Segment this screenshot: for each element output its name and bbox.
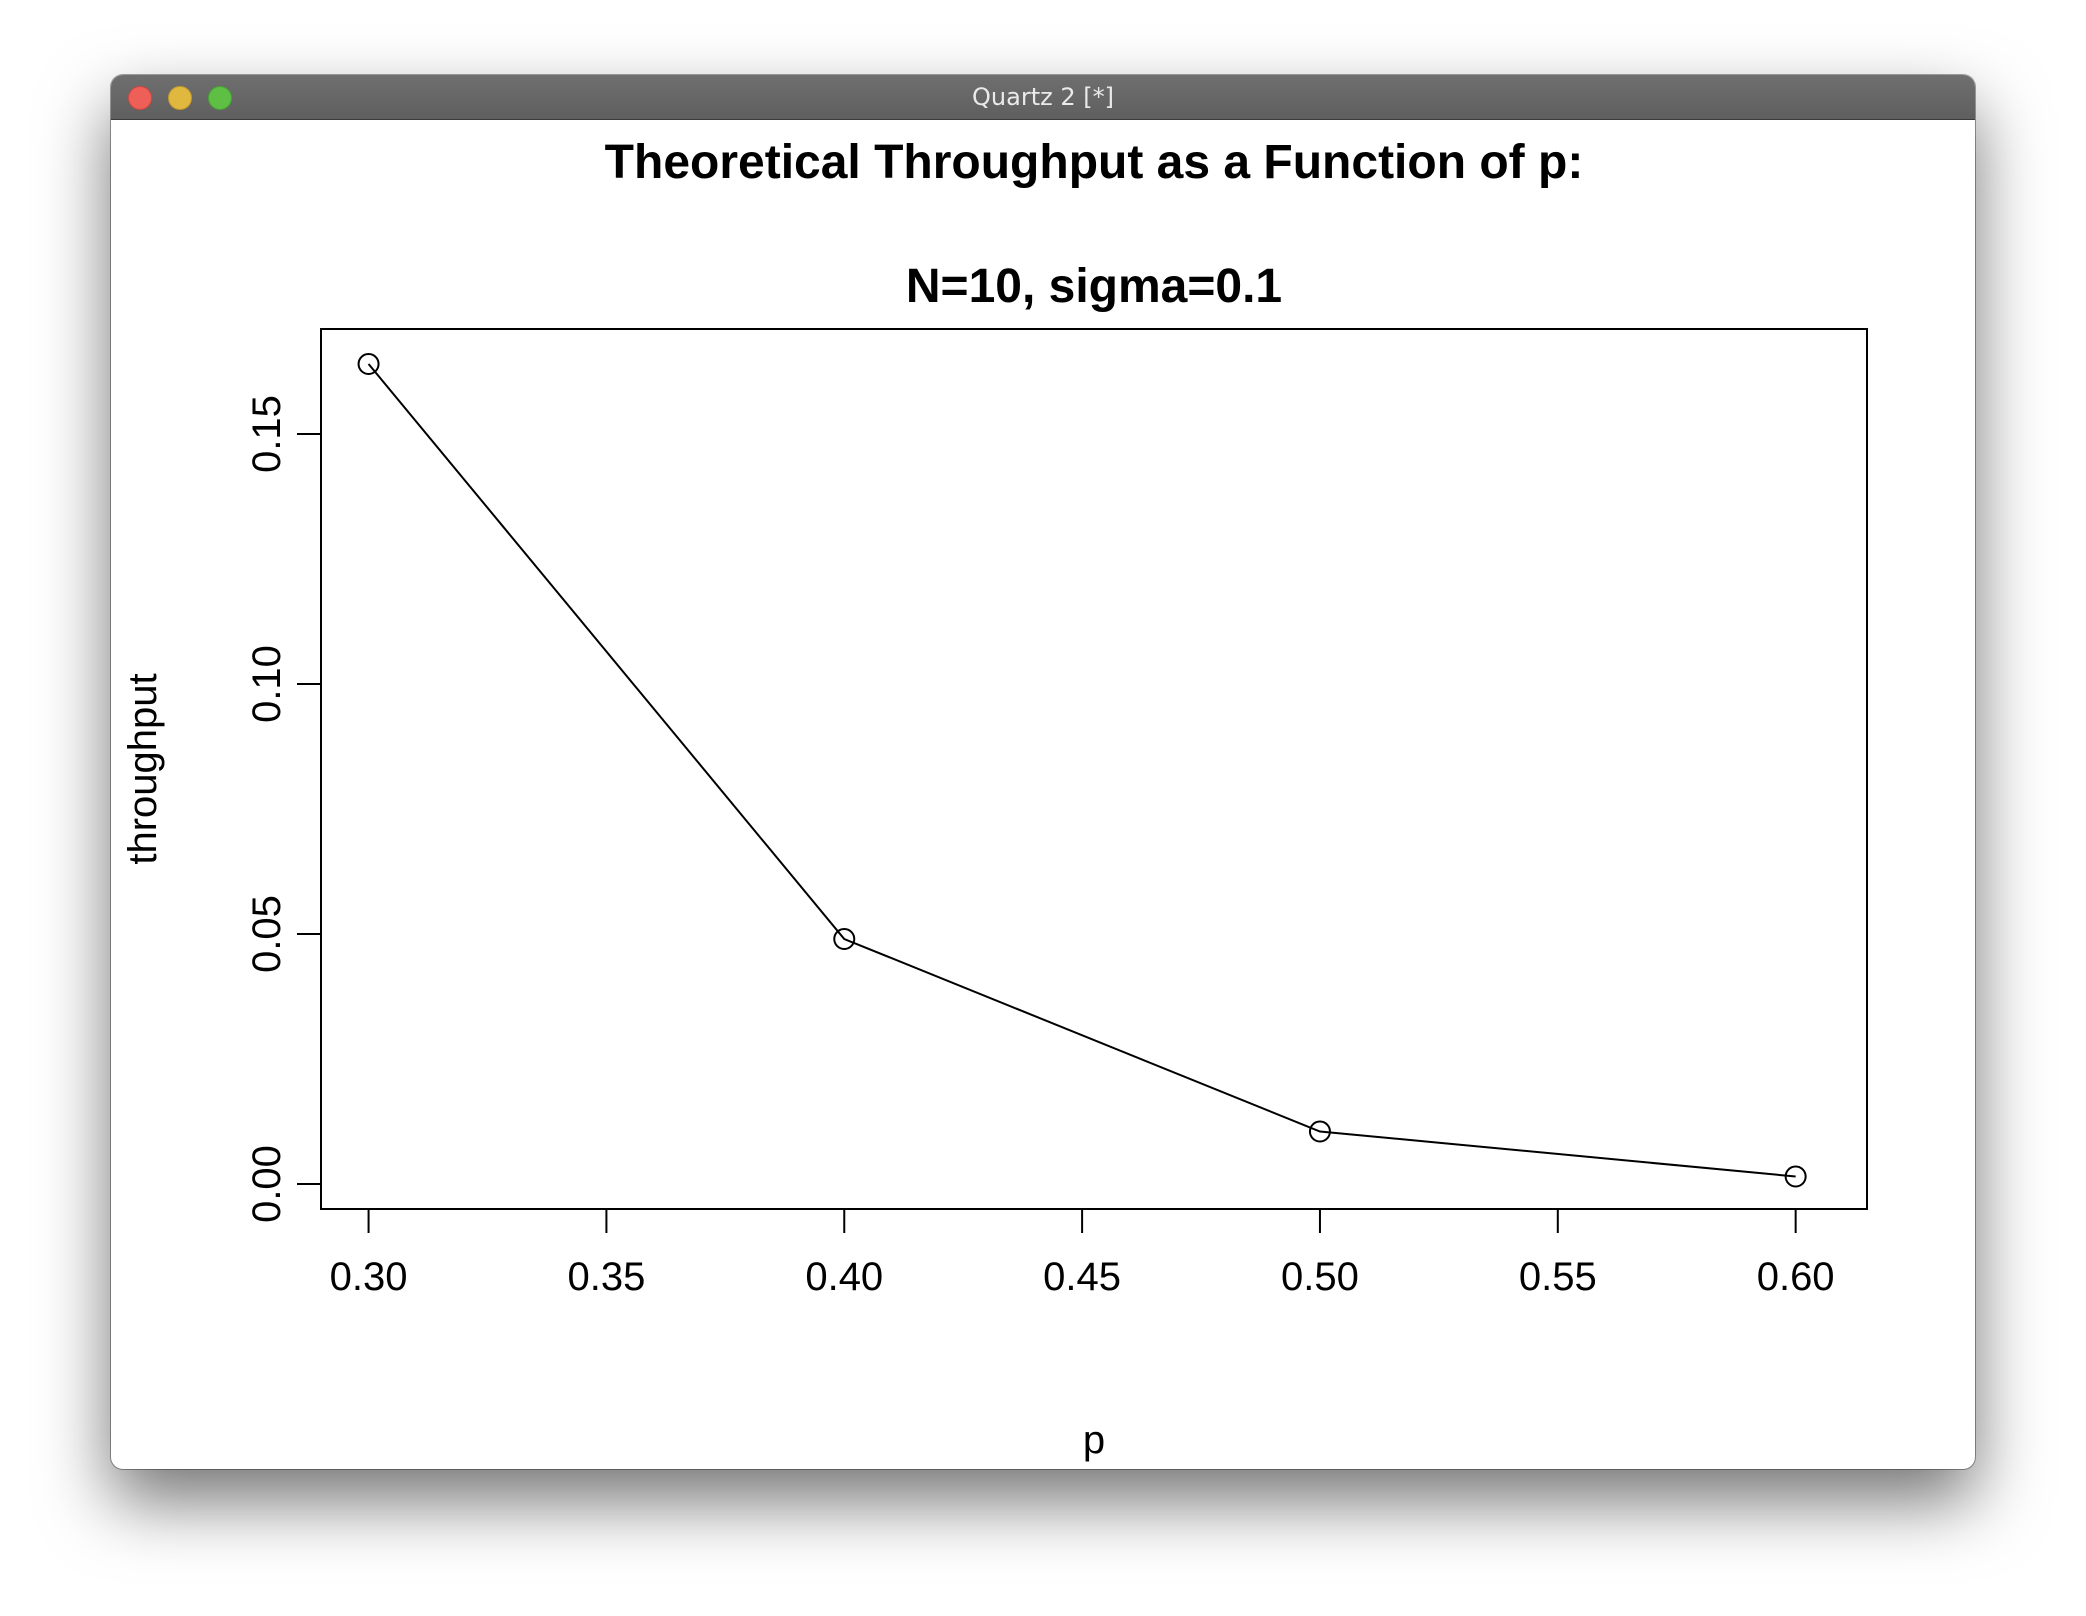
plot-box [320, 328, 1868, 1210]
x-tick-label: 0.50 [1281, 1255, 1359, 1299]
data-point [1308, 1120, 1331, 1143]
x-tick-label: 0.40 [805, 1255, 883, 1299]
zoom-icon[interactable] [208, 86, 232, 110]
x-axis: 0.30 0.35 0.40 0.45 0.50 0.55 0.60 [330, 1208, 1835, 1299]
x-tick-label: 0.35 [567, 1255, 645, 1299]
y-tick-label: 0.15 [245, 395, 289, 473]
data-point [1784, 1165, 1807, 1188]
x-tick-label: 0.45 [1043, 1255, 1121, 1299]
x-axis-label: p [1083, 1418, 1105, 1462]
line-chart: Theoretical Throughput as a Function of … [121, 136, 1868, 1462]
chart-title: Theoretical Throughput as a Function of … [605, 136, 1584, 189]
y-axis-label: throughput [121, 673, 165, 864]
y-tick-label: 0.10 [245, 645, 289, 723]
data-point [833, 928, 856, 950]
chart-subtitle: N=10, sigma=0.1 [906, 260, 1282, 313]
quartz-window: Quartz 2 [*] Theoretical Throughput as a… [111, 75, 1975, 1469]
window-titlebar[interactable]: Quartz 2 [*] [111, 75, 1975, 120]
data-points [357, 353, 1807, 1188]
minimize-icon[interactable] [168, 86, 192, 110]
y-tick-label: 0.00 [245, 1145, 289, 1223]
x-tick-label: 0.60 [1757, 1255, 1835, 1299]
x-tick-label: 0.30 [330, 1255, 408, 1299]
plot-area: Theoretical Throughput as a Function of … [111, 120, 1975, 1469]
window-title: Quartz 2 [*] [972, 83, 1114, 111]
series-line [367, 363, 1796, 1178]
y-axis: 0.00 0.05 0.10 0.15 [245, 395, 322, 1223]
close-icon[interactable] [128, 86, 152, 110]
x-tick-label: 0.55 [1519, 1255, 1597, 1299]
data-point [357, 353, 380, 375]
y-tick-label: 0.05 [245, 895, 289, 973]
